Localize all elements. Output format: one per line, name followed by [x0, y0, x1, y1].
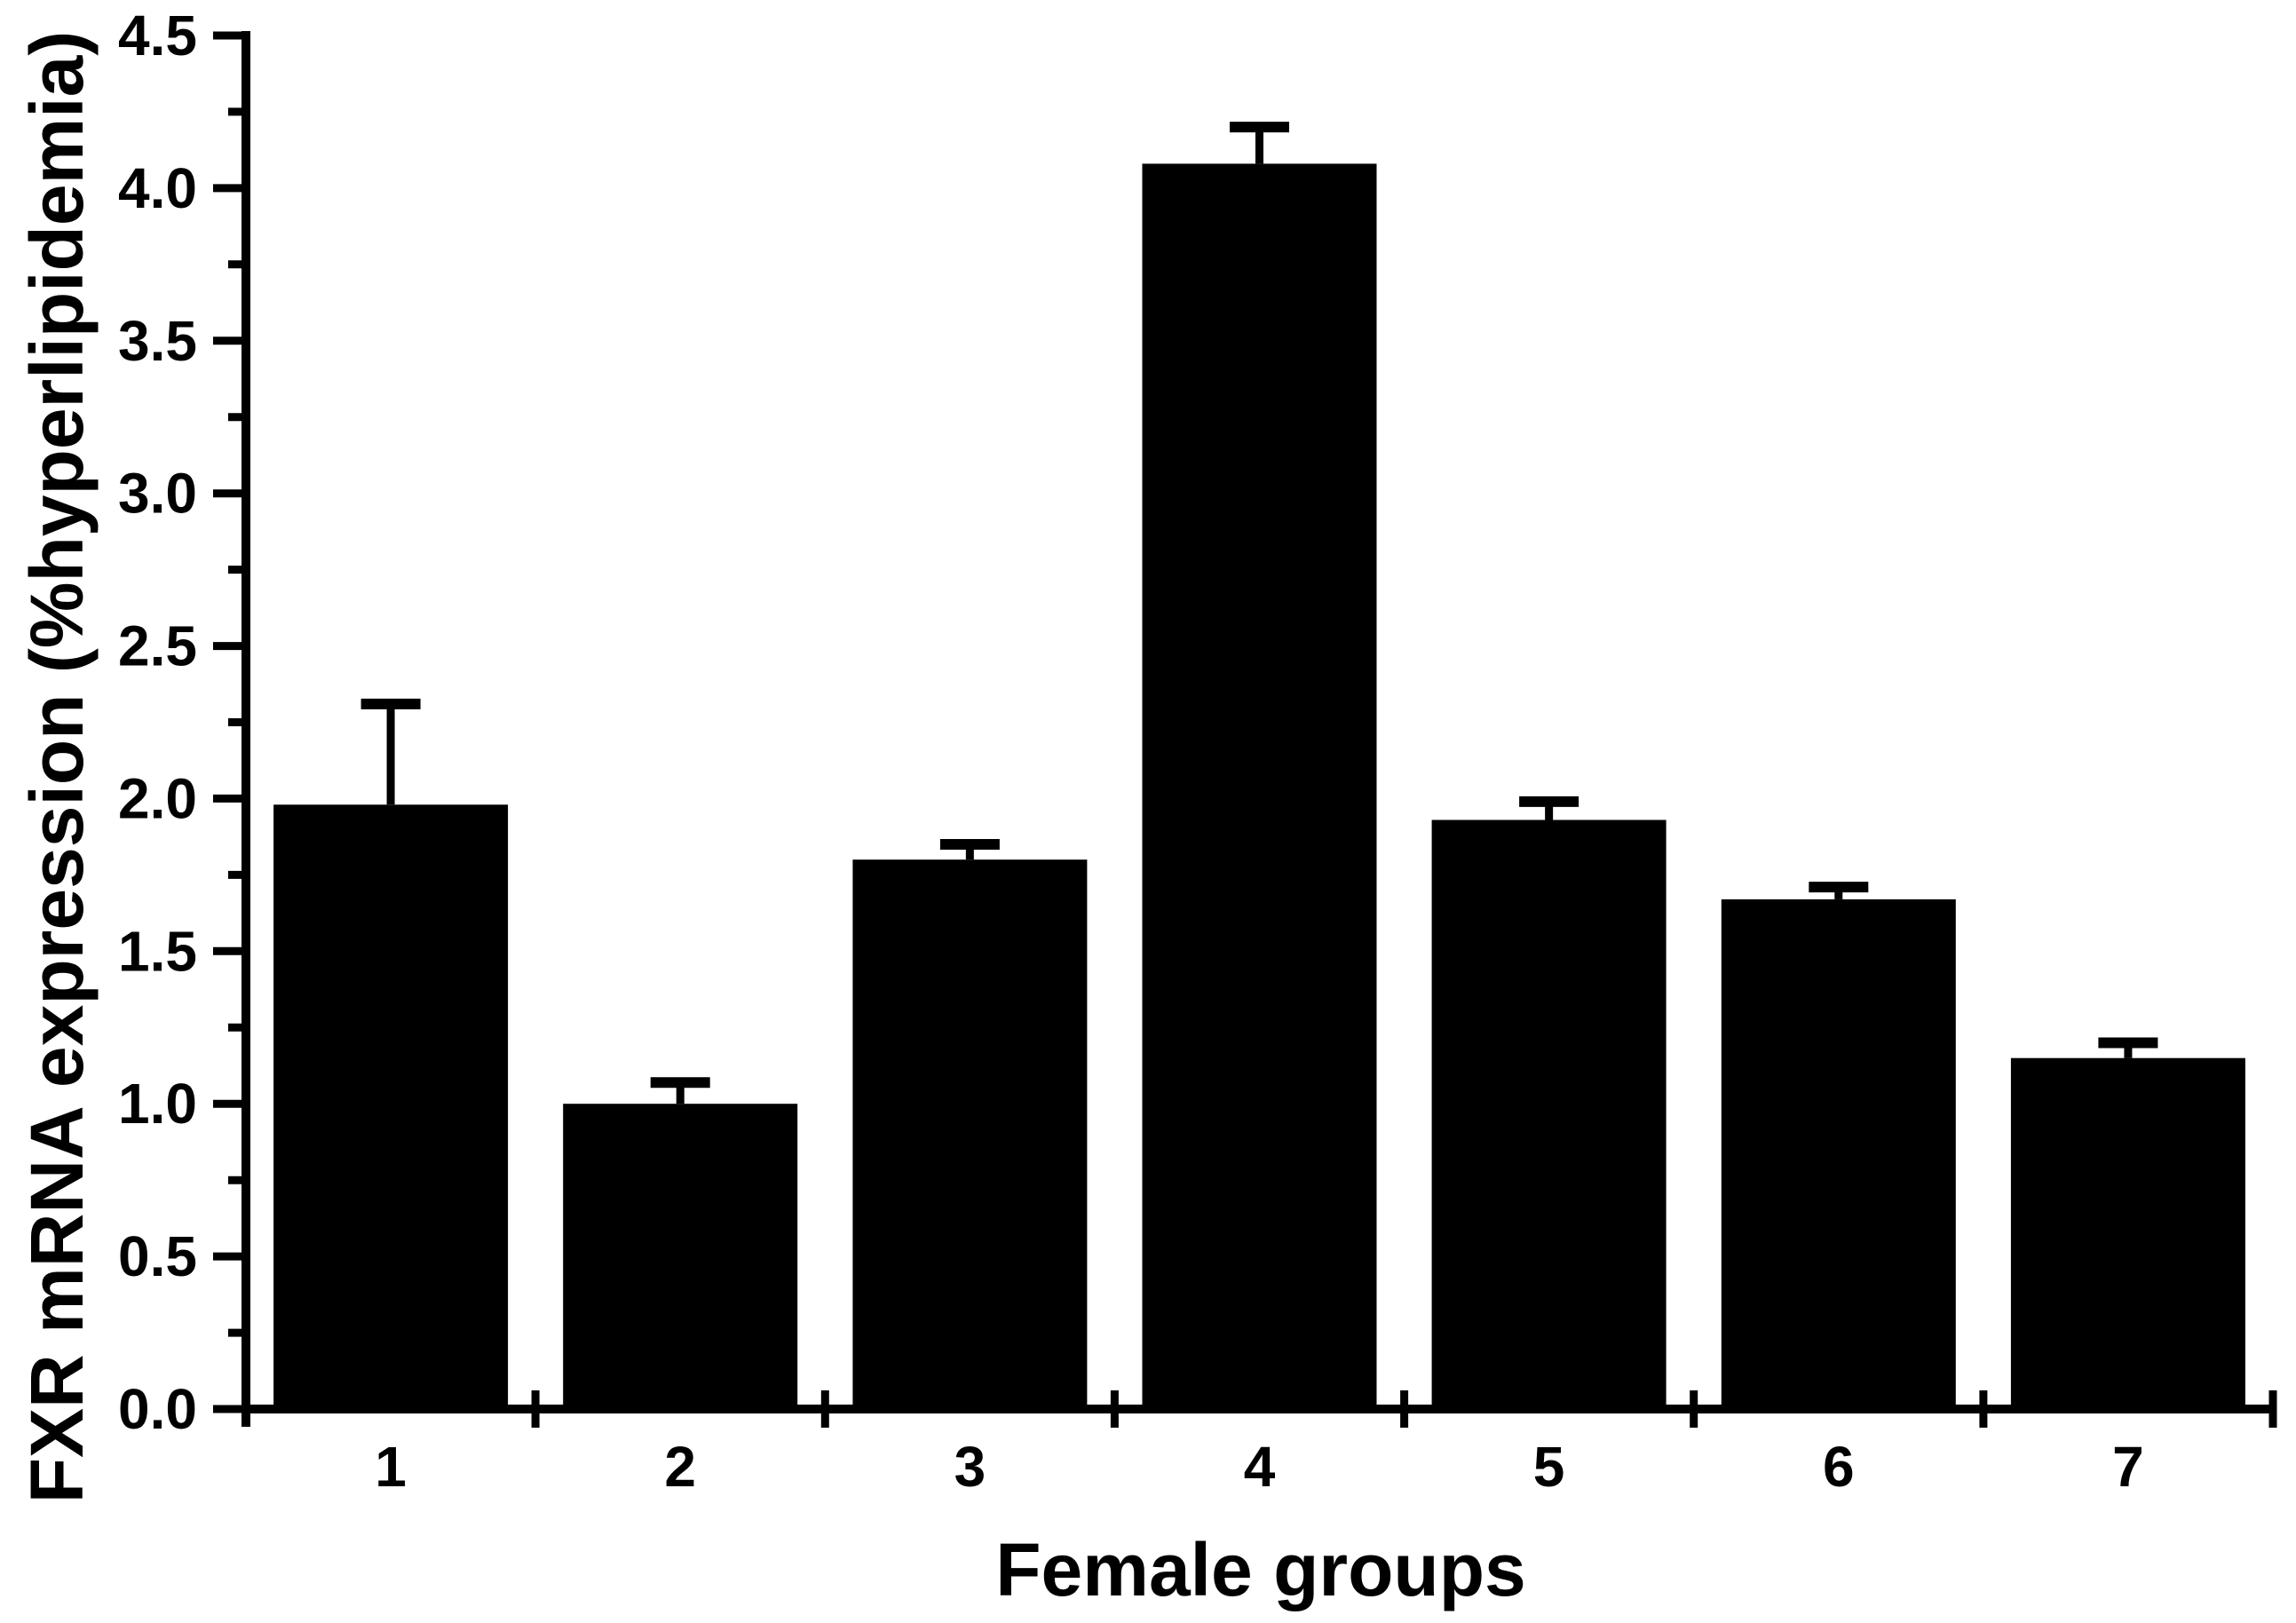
- y-ticks-layer: [213, 31, 246, 1413]
- y-tick-label: 3.0: [118, 462, 197, 526]
- bar: [1142, 163, 1377, 1413]
- bar: [1721, 899, 1956, 1413]
- y-tick-labels-layer: 0.0 0.5 1.0 1.5 2.0 2.5 3.0 3.5 4.0 4.5: [118, 4, 197, 1441]
- y-tick-label: 4.5: [118, 4, 197, 67]
- y-tick-label: 2.0: [118, 766, 197, 830]
- bar: [1431, 819, 1667, 1413]
- bar: [273, 804, 509, 1413]
- x-tick-label: 3: [954, 1435, 986, 1499]
- y-tick-label: 2.5: [118, 614, 197, 678]
- y-tick-label: 1.5: [118, 919, 197, 983]
- x-axis-title: Female groups: [995, 1528, 1525, 1611]
- bars-layer: [273, 163, 2245, 1413]
- x-tick-label: 7: [2112, 1435, 2144, 1499]
- x-tick-label: 5: [1533, 1435, 1565, 1499]
- y-tick-label: 1.0: [118, 1072, 197, 1136]
- error-bars-layer: [360, 122, 2158, 1104]
- y-tick-label: 3.5: [118, 309, 197, 373]
- x-tick-label: 4: [1244, 1435, 1276, 1499]
- bar: [563, 1104, 798, 1413]
- x-ticks-layer: [531, 1390, 2277, 1428]
- y-tick-label: 0.5: [118, 1224, 197, 1288]
- x-tick-label: 2: [664, 1435, 696, 1499]
- bar: [2010, 1057, 2245, 1413]
- y-tick-label: 0.0: [118, 1377, 197, 1441]
- y-axis-title: FXR mRNA expression (%hyperlipidemia): [15, 31, 99, 1504]
- x-tick-label: 6: [1823, 1435, 1855, 1499]
- x-tick-label: 1: [375, 1435, 407, 1499]
- y-tick-label: 4.0: [118, 156, 197, 220]
- bar: [852, 859, 1088, 1413]
- x-tick-labels-layer: 1 2 3 4 5 6 7: [375, 1435, 2143, 1499]
